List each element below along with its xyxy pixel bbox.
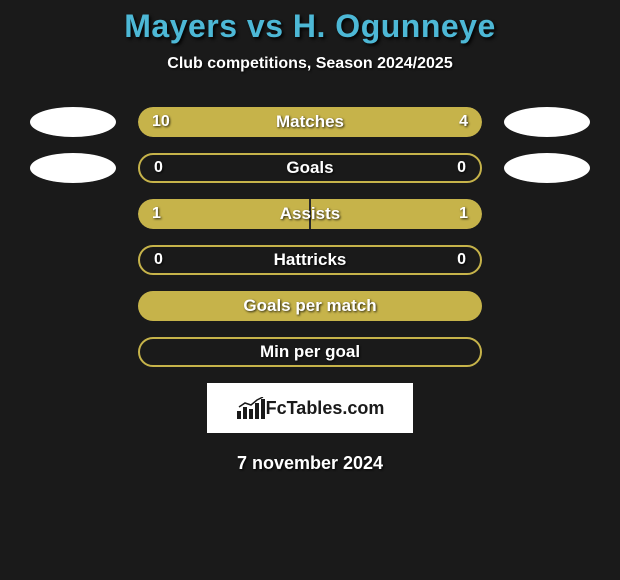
disc-spacer — [30, 199, 116, 229]
stat-value-left: 0 — [154, 159, 174, 177]
stat-bar: Goals per match — [138, 291, 482, 321]
stat-bar: 0Hattricks0 — [138, 245, 482, 275]
disc-spacer — [504, 199, 590, 229]
stat-value-left: 10 — [152, 113, 172, 131]
stat-value-left: 0 — [154, 251, 174, 269]
stat-bar: 10Matches4 — [138, 107, 482, 137]
player-disc-left — [30, 107, 116, 137]
stat-label: Matches — [172, 112, 448, 132]
stat-label: Min per goal — [174, 342, 446, 362]
stat-value-left: 1 — [152, 205, 172, 223]
player-disc-right — [504, 153, 590, 183]
stat-row: 1Assists1 — [0, 199, 620, 229]
stat-value-right: 0 — [446, 159, 466, 177]
player-disc-right — [504, 107, 590, 137]
logo-box: FcTables.com — [207, 383, 413, 433]
logo-chart-icon — [236, 397, 266, 419]
stat-row: 0Goals0 — [0, 153, 620, 183]
disc-spacer — [30, 291, 116, 321]
stat-bar: 1Assists1 — [138, 199, 482, 229]
date-text: 7 november 2024 — [0, 453, 620, 474]
logo-text: FcTables.com — [266, 398, 385, 419]
stat-row: 10Matches4 — [0, 107, 620, 137]
disc-spacer — [504, 337, 590, 367]
stats-area: 10Matches40Goals01Assists10Hattricks0Goa… — [0, 107, 620, 367]
disc-spacer — [30, 337, 116, 367]
page-title: Mayers vs H. Ogunneye — [0, 8, 620, 45]
stat-row: Goals per match — [0, 291, 620, 321]
stat-bar: Min per goal — [138, 337, 482, 367]
stat-value-right: 0 — [446, 251, 466, 269]
disc-spacer — [30, 245, 116, 275]
stat-label: Assists — [172, 204, 448, 224]
disc-spacer — [504, 291, 590, 321]
stat-label: Hattricks — [174, 250, 446, 270]
player-disc-left — [30, 153, 116, 183]
stat-row: 0Hattricks0 — [0, 245, 620, 275]
stat-value-right: 1 — [448, 205, 468, 223]
subtitle: Club competitions, Season 2024/2025 — [0, 55, 620, 73]
comparison-card: Mayers vs H. Ogunneye Club competitions,… — [0, 0, 620, 474]
stat-value-right: 4 — [448, 113, 468, 131]
stat-label: Goals — [174, 158, 446, 178]
disc-spacer — [504, 245, 590, 275]
stat-label: Goals per match — [172, 296, 448, 316]
stat-row: Min per goal — [0, 337, 620, 367]
stat-bar: 0Goals0 — [138, 153, 482, 183]
